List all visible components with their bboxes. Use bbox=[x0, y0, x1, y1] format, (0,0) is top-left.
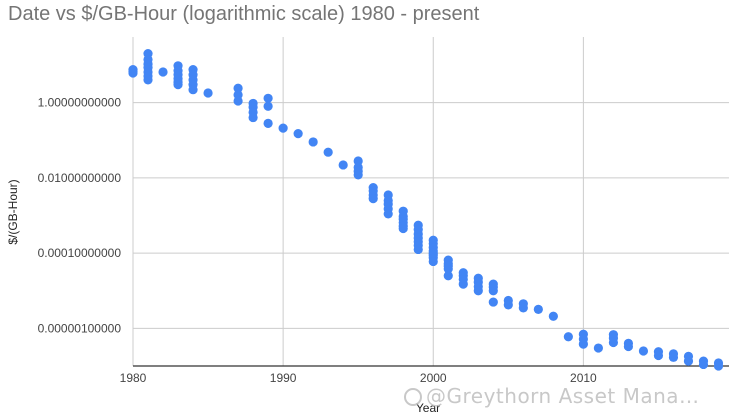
data-point bbox=[653, 350, 664, 361]
data-point bbox=[158, 67, 168, 77]
data-point bbox=[518, 303, 528, 313]
data-point bbox=[263, 118, 273, 128]
data-point bbox=[353, 156, 363, 166]
data-point bbox=[443, 264, 453, 274]
data-point bbox=[488, 297, 498, 307]
data-point bbox=[263, 101, 273, 111]
data-point bbox=[233, 83, 243, 93]
y-axis-label: $/(GB-Hour) bbox=[6, 179, 20, 244]
data-point bbox=[173, 80, 183, 90]
data-point bbox=[128, 68, 138, 78]
y-tick-label: 1.00000000000 bbox=[38, 96, 122, 110]
data-point bbox=[428, 256, 438, 267]
data-point bbox=[233, 96, 243, 106]
data-point bbox=[263, 93, 273, 103]
data-point bbox=[338, 160, 348, 170]
data-point bbox=[398, 223, 408, 234]
data-point bbox=[143, 75, 153, 85]
x-axis-label: Year bbox=[416, 401, 440, 415]
data-point bbox=[638, 346, 649, 356]
data-point bbox=[488, 286, 498, 296]
data-point bbox=[353, 170, 363, 180]
data-point bbox=[608, 337, 619, 348]
data-point bbox=[578, 339, 588, 349]
data-point bbox=[503, 300, 513, 310]
data-point bbox=[548, 311, 558, 321]
data-point bbox=[473, 286, 483, 296]
data-point bbox=[683, 356, 694, 366]
data-point bbox=[323, 147, 333, 157]
x-tick-label: 2010 bbox=[570, 371, 597, 385]
data-point bbox=[278, 123, 288, 133]
chart-title: Date vs $/GB-Hour (logarithmic scale) 19… bbox=[8, 3, 480, 25]
data-point bbox=[248, 112, 258, 123]
data-point bbox=[593, 343, 603, 353]
x-tick-label: 1990 bbox=[270, 371, 297, 385]
y-tick-label: 0.00000100000 bbox=[38, 321, 122, 335]
data-point bbox=[188, 85, 198, 95]
x-tick-label: 2000 bbox=[420, 371, 447, 385]
data-points bbox=[128, 49, 724, 371]
data-point bbox=[443, 271, 453, 281]
data-point bbox=[383, 209, 393, 219]
data-point bbox=[368, 194, 378, 204]
data-point bbox=[668, 352, 679, 362]
data-point bbox=[713, 361, 724, 371]
tick-labels: 1.00000000000 0.01000000000 0.00010000000 0… bbox=[38, 96, 597, 385]
data-point bbox=[533, 304, 543, 314]
data-point bbox=[413, 244, 423, 255]
y-tick-label: 0.00010000000 bbox=[38, 246, 122, 260]
data-point bbox=[308, 137, 318, 147]
data-point bbox=[458, 279, 468, 289]
y-tick-label: 0.01000000000 bbox=[38, 171, 122, 185]
data-point bbox=[623, 341, 634, 352]
data-point bbox=[563, 332, 573, 342]
data-point bbox=[698, 359, 709, 370]
watermark-text: @Greythorn Asset Mana… bbox=[426, 384, 700, 408]
data-point bbox=[203, 88, 213, 98]
watermark-logo-icon bbox=[404, 388, 422, 406]
data-point bbox=[293, 128, 303, 139]
watermark: @Greythorn Asset Mana… bbox=[404, 384, 700, 408]
grid-lines bbox=[132, 37, 729, 366]
x-tick-label: 1980 bbox=[120, 371, 147, 385]
